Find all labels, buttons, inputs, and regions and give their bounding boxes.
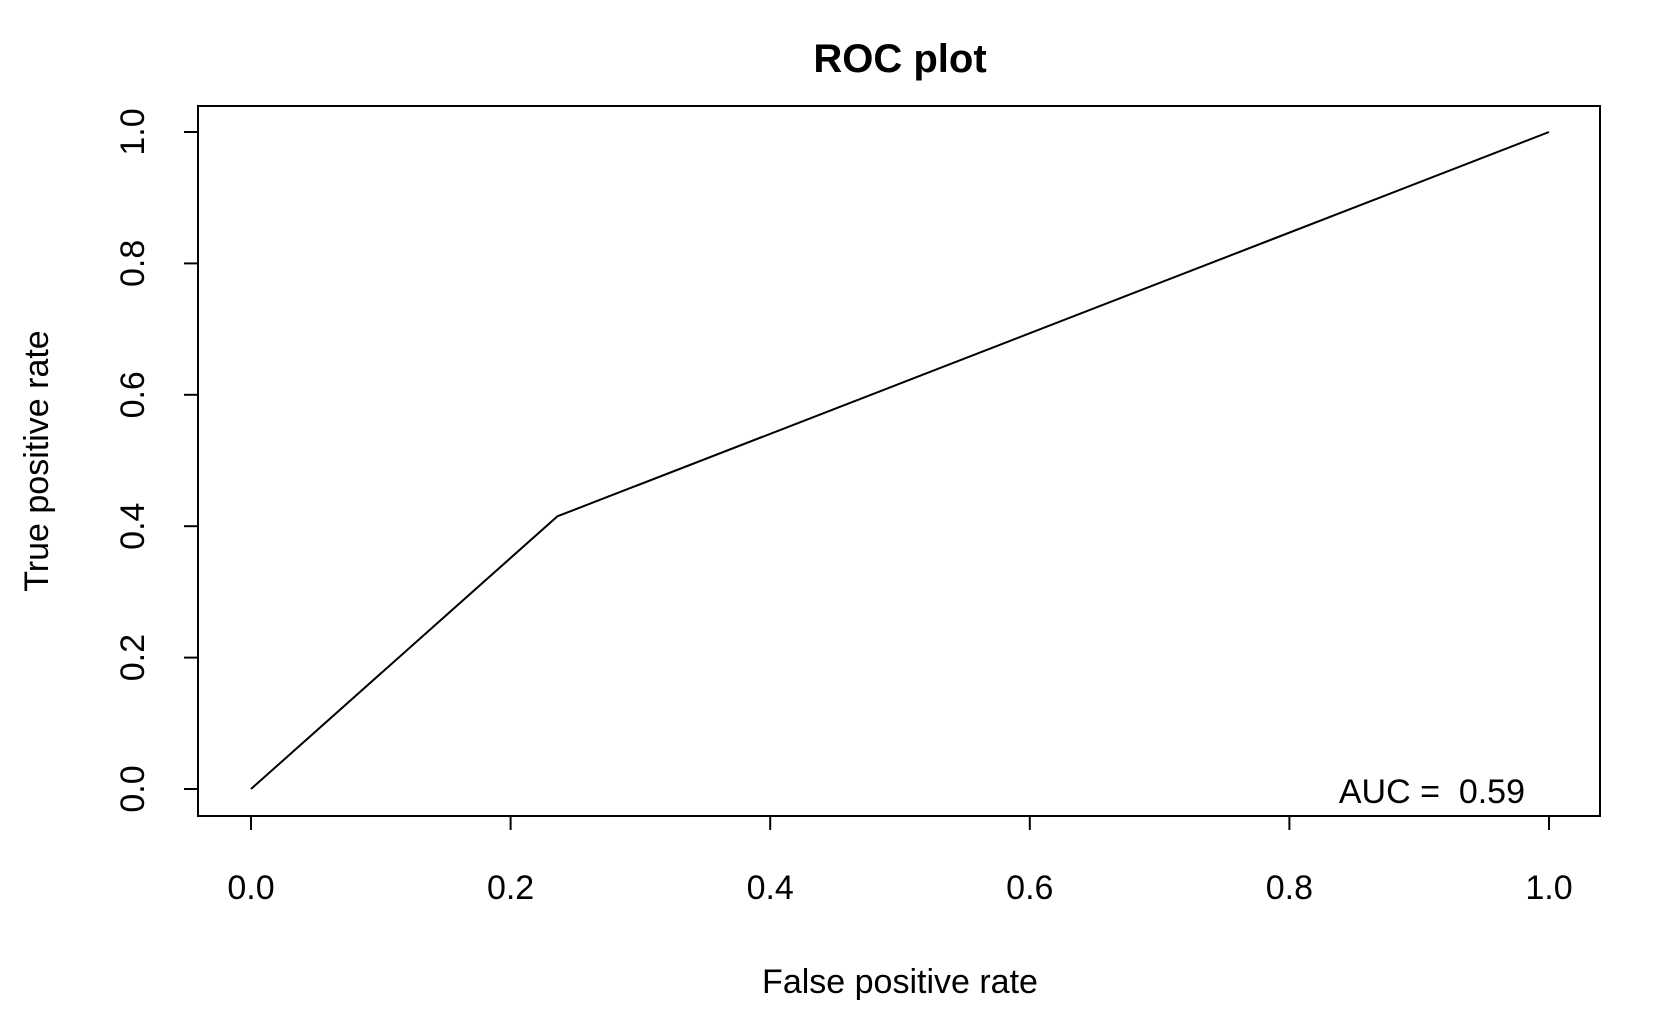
y-tick-label: 1.0 bbox=[114, 108, 152, 155]
series-group bbox=[250, 131, 1550, 790]
y-tick-label: 0.6 bbox=[114, 371, 152, 418]
y-tick-label: 0.2 bbox=[114, 634, 152, 681]
x-tick-label: 0.6 bbox=[1006, 869, 1053, 907]
y-tick-label: 0.4 bbox=[114, 503, 152, 550]
x-tick-label: 0.2 bbox=[487, 869, 534, 907]
x-axis-label: False positive rate bbox=[762, 963, 1038, 1001]
x-tick-label: 0.8 bbox=[1266, 869, 1313, 907]
y-axis: 0.0 0.2 0.4 0.6 0.8 1.0 bbox=[114, 108, 199, 813]
x-tick-label: 1.0 bbox=[1525, 869, 1572, 907]
y-tick-label: 0.0 bbox=[114, 765, 152, 812]
auc-annotation: AUC = 0.59 bbox=[1339, 773, 1525, 811]
x-axis: 0.0 0.2 0.4 0.6 0.8 1.0 bbox=[227, 815, 1573, 907]
x-tick-label: 0.4 bbox=[747, 869, 794, 907]
y-tick-label: 0.8 bbox=[114, 240, 152, 287]
plot-frame bbox=[197, 105, 1601, 817]
y-axis-label: True positive rate bbox=[18, 330, 56, 591]
chart-title: ROC plot bbox=[813, 37, 986, 81]
x-tick-label: 0.0 bbox=[227, 869, 274, 907]
roc-curve-line bbox=[250, 131, 1550, 790]
